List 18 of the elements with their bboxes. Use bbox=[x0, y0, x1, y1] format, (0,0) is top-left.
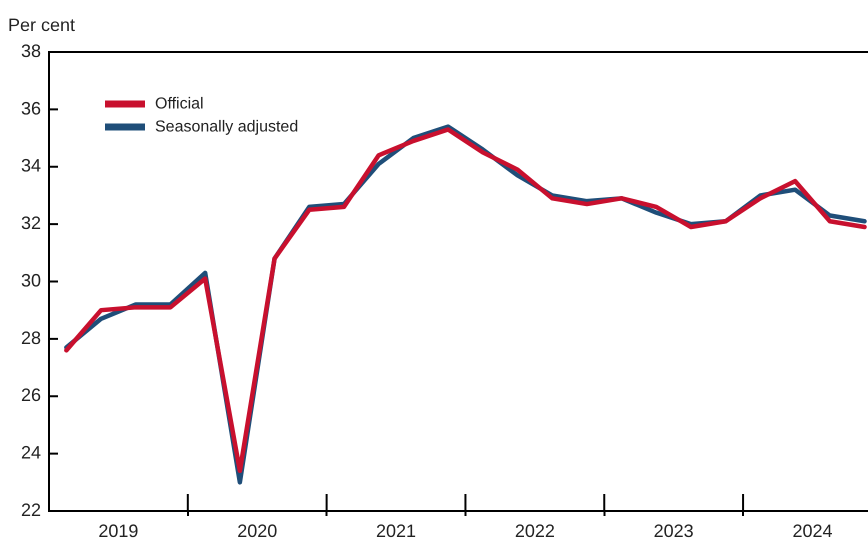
x-tick-label: 2023 bbox=[654, 520, 694, 541]
y-tick-label: 22 bbox=[20, 500, 41, 520]
legend-label: Official bbox=[155, 95, 204, 112]
x-tick-label: 2022 bbox=[514, 520, 555, 541]
y-tick-label: 36 bbox=[20, 98, 41, 118]
x-tick-label: 2019 bbox=[98, 520, 138, 541]
x-tick-label: 2024 bbox=[792, 520, 832, 541]
legend-label: Seasonally adjusted bbox=[155, 118, 298, 136]
y-tick-label: 28 bbox=[20, 328, 41, 348]
y-axis-title: Per cent bbox=[8, 15, 76, 35]
y-tick-label: 34 bbox=[20, 156, 41, 176]
x-tick-label: 2021 bbox=[376, 520, 416, 541]
y-tick-label: 26 bbox=[20, 385, 41, 406]
y-tick-label: 30 bbox=[20, 270, 41, 290]
y-tick-label: 32 bbox=[20, 213, 41, 234]
y-tick-label: 24 bbox=[20, 442, 41, 463]
x-tick-label: 2020 bbox=[237, 520, 278, 541]
y-tick-label: 38 bbox=[20, 40, 41, 61]
